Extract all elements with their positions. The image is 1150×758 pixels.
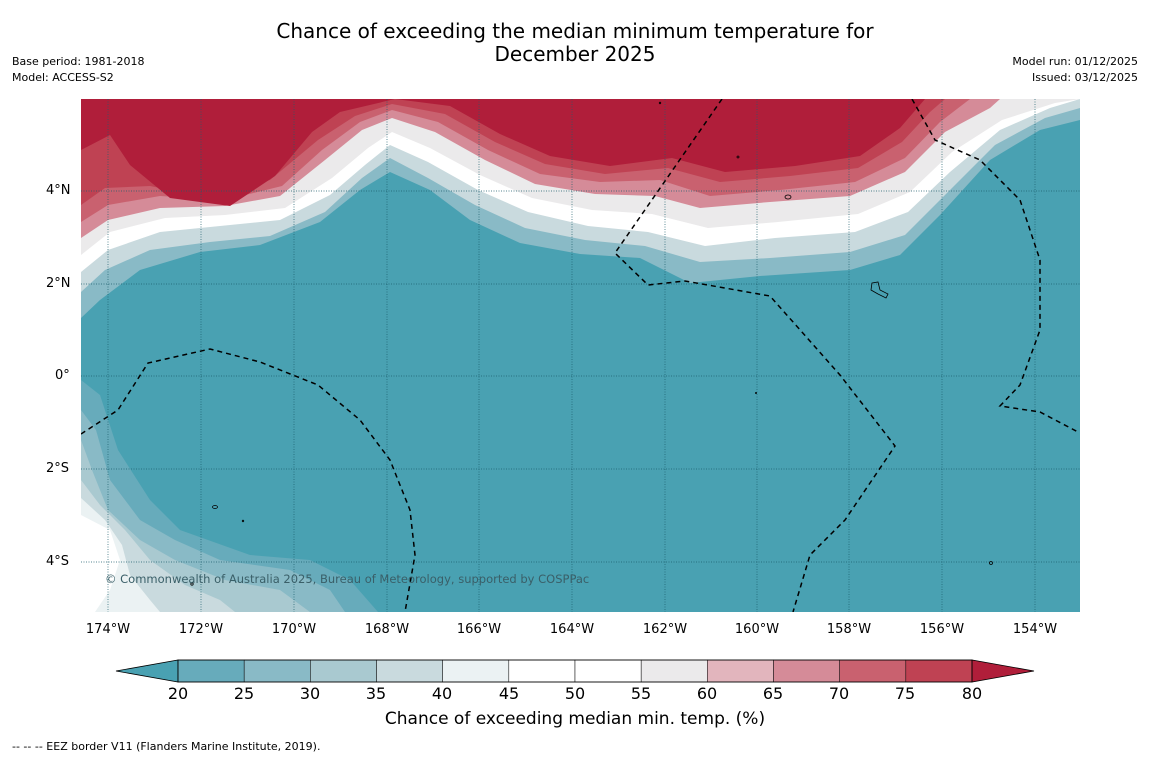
map-panel bbox=[81, 99, 1080, 612]
lon-label-156w: 156°W bbox=[919, 622, 965, 637]
base-period: Base period: 1981-2018 bbox=[12, 55, 145, 68]
lon-label-174w: 174°W bbox=[85, 622, 131, 637]
eez-borders bbox=[81, 99, 1079, 612]
colorbar-segment-40-45 bbox=[442, 659, 510, 683]
colorbar-segment-20-25 bbox=[177, 659, 245, 683]
colorbar-segment-30-35 bbox=[310, 659, 377, 683]
colorbar-tick-35: 35 bbox=[365, 684, 387, 703]
model-run: Model run: 01/12/2025 bbox=[1012, 55, 1138, 68]
map-title-line2: December 2025 bbox=[494, 42, 656, 66]
lat-label-4n: 4°N bbox=[46, 183, 71, 198]
meta-left: Base period: 1981-2018 Model: ACCESS-S2 bbox=[12, 54, 144, 86]
colorbar-segment-60-65 bbox=[707, 659, 774, 683]
colorbar-low-arrow bbox=[115, 659, 179, 683]
eez-legend-note: -- -- -- EEZ border V11 (Flanders Marine… bbox=[12, 740, 321, 753]
colorbar-segment-70-75 bbox=[839, 659, 907, 683]
map-copyright: © Commonwealth of Australia 2025, Bureau… bbox=[105, 572, 590, 586]
lon-label-170w: 170°W bbox=[271, 622, 317, 637]
lat-label-2n: 2°N bbox=[46, 276, 71, 291]
lon-label-164w: 164°W bbox=[549, 622, 595, 637]
colorbar-tick-55: 55 bbox=[630, 684, 652, 703]
colorbar bbox=[115, 659, 1035, 683]
meta-right: Model run: 01/12/2025 Issued: 03/12/2025 bbox=[1012, 54, 1138, 86]
northern-warm-band bbox=[81, 99, 1080, 318]
lon-label-172w: 172°W bbox=[178, 622, 224, 637]
colorbar-title: Chance of exceeding median min. temp. (%… bbox=[384, 709, 766, 729]
colorbar-tick-50: 50 bbox=[564, 684, 586, 703]
colorbar-segments bbox=[177, 659, 973, 683]
colorbar-tick-40: 40 bbox=[431, 684, 453, 703]
colorbar-tick-80: 80 bbox=[961, 684, 983, 703]
lon-label-168w: 168°W bbox=[364, 622, 410, 637]
colorbar-tick-60: 60 bbox=[696, 684, 718, 703]
colorbar-segment-35-40 bbox=[376, 659, 443, 683]
lon-label-154w: 154°W bbox=[1012, 622, 1058, 637]
colorbar-tick-25: 25 bbox=[233, 684, 255, 703]
colorbar-tick-30: 30 bbox=[299, 684, 321, 703]
colorbar-tick-45: 45 bbox=[498, 684, 520, 703]
colorbar-outline bbox=[177, 659, 973, 683]
lat-label-0: 0° bbox=[55, 368, 70, 383]
islands bbox=[190, 101, 993, 586]
colorbar-segment-65-70 bbox=[773, 659, 840, 683]
southwest-warm-patch bbox=[81, 380, 378, 612]
lat-label-2s: 2°S bbox=[46, 461, 70, 476]
colorbar-segment-25-30 bbox=[243, 659, 311, 683]
colorbar-high-arrow bbox=[971, 659, 1035, 683]
map-graticule bbox=[81, 99, 1080, 612]
lon-label-158w: 158°W bbox=[826, 622, 872, 637]
colorbar-segment-75-80 bbox=[905, 659, 973, 683]
colorbar-segment-45-50 bbox=[508, 659, 576, 683]
lat-label-4s: 4°S bbox=[46, 554, 70, 569]
issued-date: Issued: 03/12/2025 bbox=[1031, 71, 1138, 84]
colorbar-tick-65: 65 bbox=[762, 684, 784, 703]
lon-label-162w: 162°W bbox=[642, 622, 688, 637]
colorbar-tick-20: 20 bbox=[167, 684, 189, 703]
lon-label-160w: 160°W bbox=[734, 622, 780, 637]
map-title-line1: Chance of exceeding the median minimum t… bbox=[276, 19, 874, 43]
model-name: Model: ACCESS-S2 bbox=[12, 71, 114, 84]
colorbar-tick-75: 75 bbox=[894, 684, 916, 703]
colorbar-segment-55-60 bbox=[640, 659, 708, 683]
lon-label-166w: 166°W bbox=[456, 622, 502, 637]
colorbar-tick-70: 70 bbox=[828, 684, 850, 703]
colorbar-segment-50-55 bbox=[574, 659, 642, 683]
